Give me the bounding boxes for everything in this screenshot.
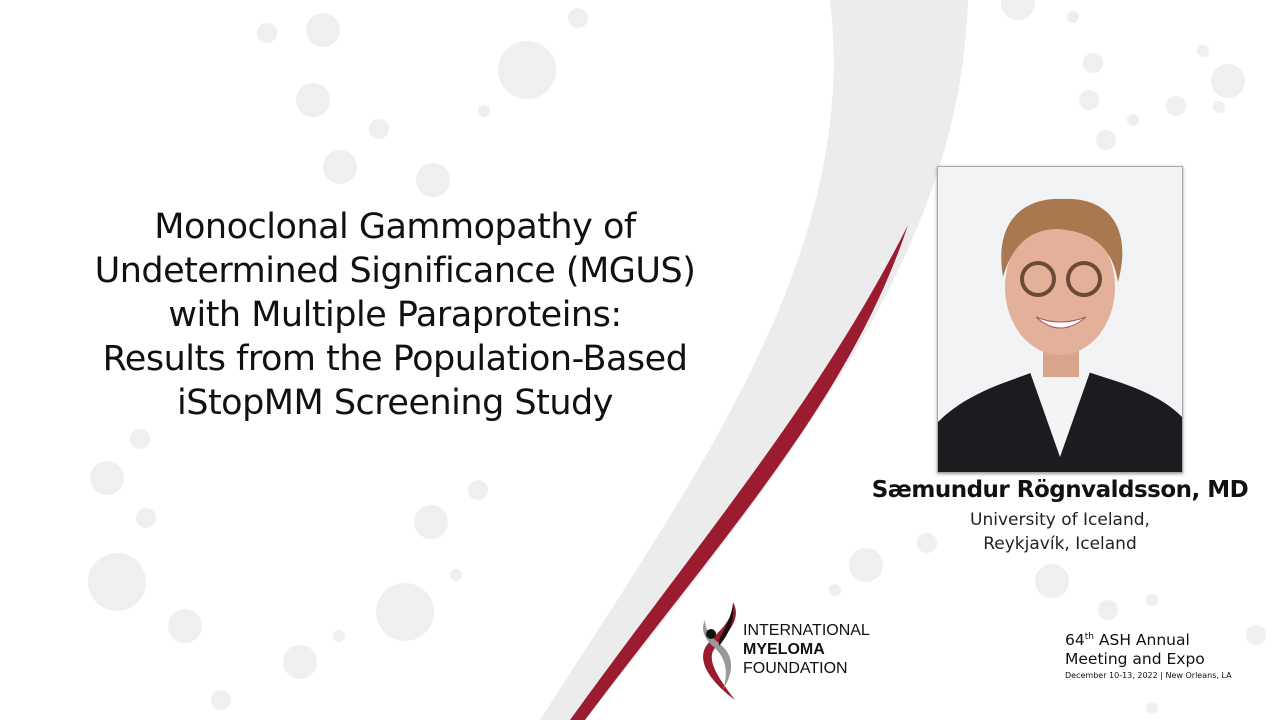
speaker-portrait — [938, 198, 1182, 472]
speaker-affiliation: University of Iceland, Reykjavík, Icelan… — [860, 508, 1260, 556]
title-line: Monoclonal Gammopathy of — [154, 207, 636, 247]
affiliation-line: University of Iceland, — [970, 510, 1150, 530]
event-info: 64th ASH Annual Meeting and Expo Decembe… — [1065, 628, 1232, 683]
event-line1: 64th ASH Annual — [1065, 631, 1190, 650]
title-line: iStopMM Screening Study — [177, 383, 613, 423]
swoosh-band — [540, 0, 968, 720]
speaker-name: Sæmundur Rögnvaldsson, MD — [871, 477, 1249, 503]
title-line: Results from the Population-Based — [102, 339, 688, 379]
logo-line: INTERNATIONAL — [743, 622, 870, 639]
title-line: Undetermined Significance (MGUS) — [94, 251, 696, 291]
logo-line: FOUNDATION — [743, 660, 848, 677]
presentation-title: Monoclonal Gammopathy of Undetermined Si… — [40, 205, 750, 425]
title-line: with Multiple Paraproteins: — [168, 295, 622, 335]
bubbles — [88, 0, 1266, 714]
logo-line: MYELOMA — [743, 641, 825, 658]
imf-logo-text: INTERNATIONAL MYELOMA FOUNDATION — [743, 621, 870, 678]
speaker-photo — [937, 166, 1183, 473]
affiliation-line: Reykjavík, Iceland — [983, 534, 1137, 554]
event-line2: Meeting and Expo — [1065, 650, 1205, 669]
imf-logo-icon — [703, 602, 736, 700]
event-date-location: December 10-13, 2022 | New Orleans, LA — [1065, 671, 1232, 681]
